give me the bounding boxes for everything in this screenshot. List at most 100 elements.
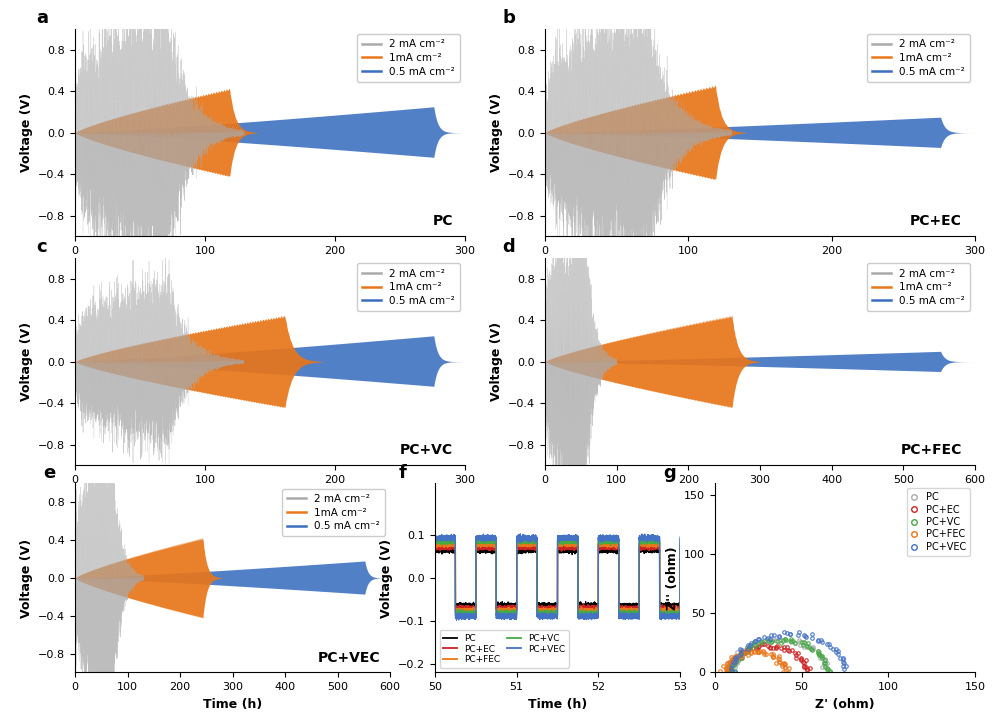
PC+EC (723, 668, 735, 677)
Line: PC+EC: PC+EC (725, 643, 811, 676)
PC+VEC (729, 667, 741, 676)
PC (583, 606, 595, 614)
PC+VEC (674, 533, 686, 542)
PC+FEC (521, 539, 533, 548)
PC+EC (429, 543, 441, 552)
PC (805, 643, 817, 652)
X-axis label: Time (h): Time (h) (240, 491, 300, 504)
PC+FEC (773, 652, 785, 661)
PC+EC (778, 643, 790, 651)
PC+VEC (778, 627, 790, 636)
Legend: 2 mA cm⁻², 1mA cm⁻², 0.5 mA cm⁻²: 2 mA cm⁻², 1mA cm⁻², 0.5 mA cm⁻² (357, 34, 460, 82)
PC (798, 643, 810, 651)
PC (825, 670, 837, 679)
PC+EC (795, 656, 807, 664)
Text: PC+VEC: PC+VEC (318, 651, 381, 665)
Text: PC+VC: PC+VC (400, 443, 453, 457)
PC+VC (803, 643, 815, 651)
PC (806, 643, 818, 652)
PC+EC (786, 646, 798, 654)
PC+VC (824, 668, 836, 677)
Legend: 2 mA cm⁻², 1mA cm⁻², 0.5 mA cm⁻²: 2 mA cm⁻², 1mA cm⁻², 0.5 mA cm⁻² (867, 34, 970, 82)
PC+EC (798, 670, 810, 678)
X-axis label: Time (h): Time (h) (730, 491, 790, 504)
PC+VEC (429, 534, 441, 542)
PC+EC (782, 645, 794, 654)
Line: PC+EC: PC+EC (435, 542, 680, 612)
Line: PC+VEC: PC+VEC (729, 630, 848, 675)
PC+EC (792, 649, 804, 658)
PC+VC (487, 535, 499, 544)
PC+VEC (812, 637, 824, 646)
PC (814, 651, 826, 659)
PC+EC (743, 644, 755, 653)
PC+VC (486, 537, 498, 546)
PC+VEC (812, 635, 824, 644)
Legend: 2 mA cm⁻², 1mA cm⁻², 0.5 mA cm⁻²: 2 mA cm⁻², 1mA cm⁻², 0.5 mA cm⁻² (867, 263, 970, 311)
PC+VC (802, 639, 814, 648)
PC (727, 668, 739, 677)
PC+VEC (514, 529, 526, 538)
PC+FEC (486, 539, 498, 548)
PC (539, 602, 551, 611)
PC+EC (539, 604, 551, 613)
X-axis label: Time (h): Time (h) (730, 262, 790, 275)
PC+VEC (487, 533, 499, 542)
Text: PC: PC (433, 214, 453, 228)
Legend: PC, PC+EC, PC+VC, PC+FEC, PC+VEC: PC, PC+EC, PC+VC, PC+FEC, PC+VEC (907, 489, 970, 556)
Y-axis label: Z'' (ohm): Z'' (ohm) (666, 546, 679, 610)
PC+VEC (816, 637, 828, 646)
PC+VC (488, 539, 500, 547)
PC+FEC (429, 539, 441, 547)
PC+EC (756, 640, 768, 648)
Y-axis label: Voltage (V): Voltage (V) (380, 539, 393, 617)
PC (429, 547, 441, 556)
PC+EC (672, 603, 684, 612)
PC+VC (725, 667, 737, 676)
X-axis label: Time (h): Time (h) (240, 262, 300, 275)
PC (672, 600, 684, 608)
Text: a: a (36, 9, 48, 27)
PC+VEC (832, 646, 844, 655)
PC+VEC (672, 611, 684, 619)
Y-axis label: Voltage (V): Voltage (V) (20, 322, 33, 401)
Line: PC+VEC: PC+VEC (435, 534, 680, 620)
PC+FEC (674, 542, 686, 551)
PC+VC (492, 614, 504, 622)
PC (487, 546, 499, 555)
PC+EC (486, 544, 498, 553)
PC+FEC (757, 646, 769, 655)
PC+VC (815, 652, 827, 661)
PC (521, 544, 533, 553)
PC+EC (609, 538, 621, 547)
Line: PC+FEC: PC+FEC (435, 540, 680, 616)
Line: PC+VC: PC+VC (435, 537, 680, 618)
Text: e: e (44, 464, 56, 481)
Line: PC+VC: PC+VC (727, 638, 832, 674)
Y-axis label: Voltage (V): Voltage (V) (490, 93, 503, 172)
PC (434, 539, 446, 548)
Text: d: d (502, 238, 515, 256)
PC+VC (672, 608, 684, 616)
PC+FEC (781, 669, 793, 678)
PC+EC (521, 541, 533, 550)
Y-axis label: Voltage (V): Voltage (V) (20, 93, 33, 172)
PC (674, 545, 686, 553)
PC+VEC (839, 670, 851, 678)
Text: PC+FEC: PC+FEC (901, 443, 962, 457)
Line: PC: PC (435, 544, 680, 610)
PC+VC (674, 535, 686, 544)
PC (799, 639, 811, 648)
PC+VC (779, 635, 791, 643)
PC+VEC (823, 640, 835, 648)
PC (489, 544, 501, 553)
PC+VC (752, 639, 764, 648)
PC+VEC (758, 632, 770, 641)
PC+FEC (767, 649, 779, 658)
PC+FEC (782, 668, 794, 677)
PC+EC (492, 608, 504, 616)
PC+EC (487, 543, 499, 552)
PC+FEC (488, 539, 500, 547)
PC+VC (521, 537, 533, 545)
Y-axis label: Voltage (V): Voltage (V) (20, 539, 33, 617)
